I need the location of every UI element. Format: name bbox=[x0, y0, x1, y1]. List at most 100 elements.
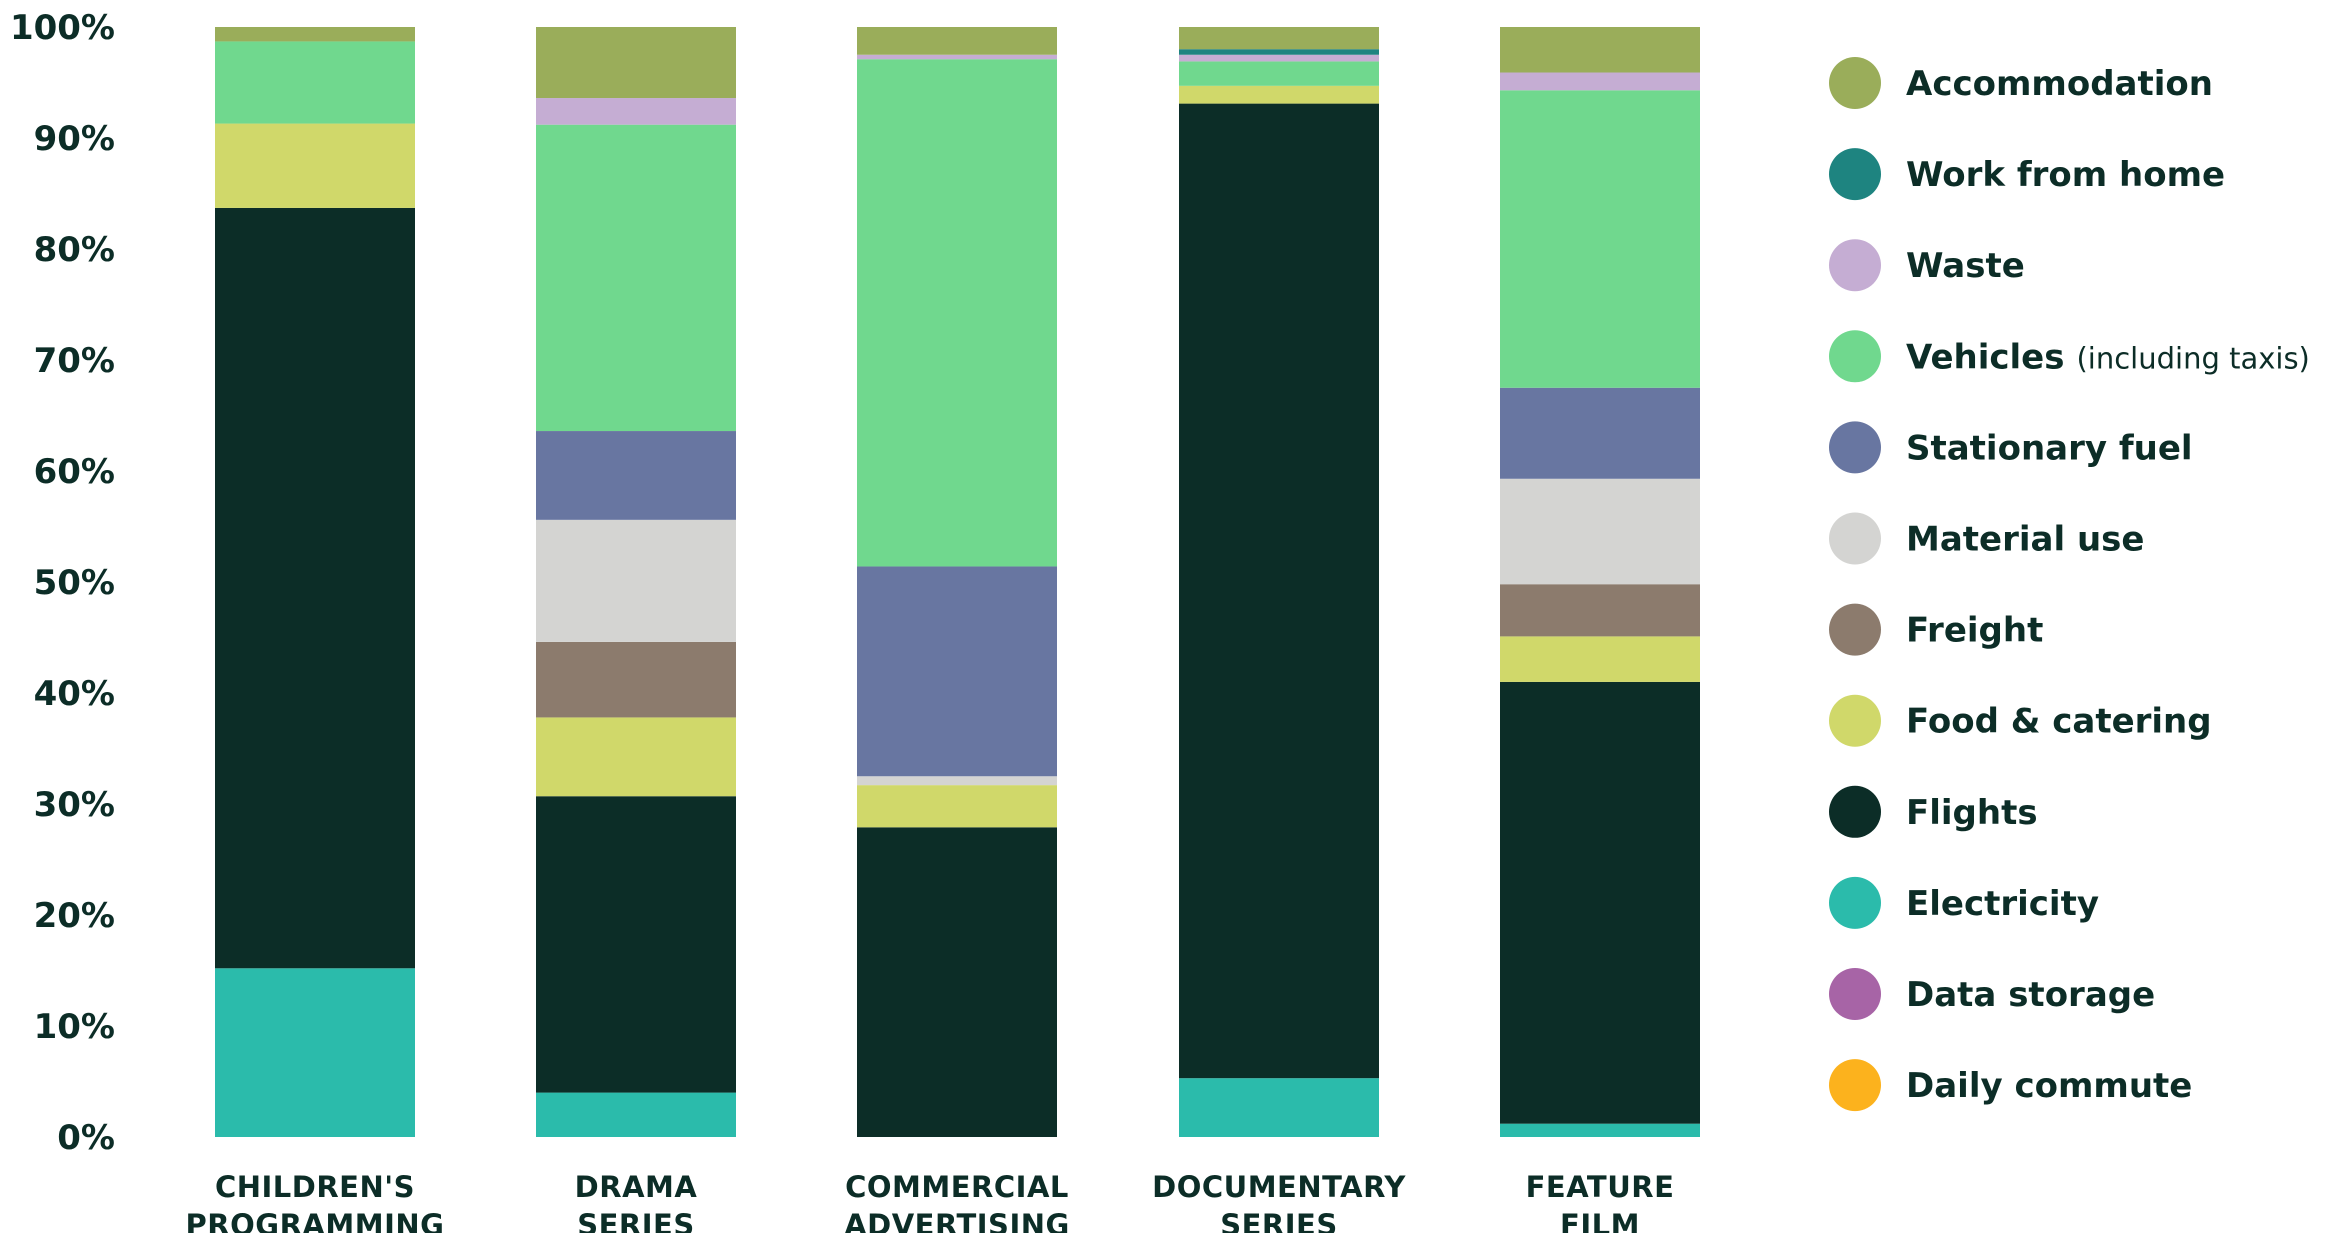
bar-segment-stationary-fuel bbox=[857, 566, 1057, 777]
x-category-label: SERIES bbox=[1220, 1208, 1338, 1233]
bar-segment-flights bbox=[536, 796, 736, 1093]
legend-swatch bbox=[1829, 330, 1881, 383]
bar-segment-material-use bbox=[536, 519, 736, 642]
bar-segment-vehicles bbox=[215, 41, 415, 124]
y-tick-label: 70% bbox=[34, 341, 115, 381]
bar-segment-electricity bbox=[1500, 1123, 1700, 1137]
legend: Accommodation Work from home Waste Vehicles… bbox=[1829, 57, 2310, 1112]
bar-segment-food-and-catering bbox=[536, 717, 736, 797]
bar-stack-commercial-advertising bbox=[857, 27, 1057, 1137]
legend-swatch bbox=[1829, 421, 1881, 474]
bar-segment-freight bbox=[1500, 584, 1700, 637]
bar-segment-electricity bbox=[1179, 1078, 1379, 1137]
legend-label: Accommodation bbox=[1906, 64, 2213, 104]
legend-swatch bbox=[1829, 57, 1881, 109]
legend-item-flights: Flights bbox=[1829, 785, 2038, 838]
legend-label: Waste bbox=[1906, 246, 2025, 286]
legend-label: Flights bbox=[1906, 793, 2038, 833]
legend-note: (including taxis) bbox=[2076, 341, 2309, 375]
bar-segment-accommodation bbox=[1500, 27, 1700, 73]
bar-segment-vehicles bbox=[536, 124, 736, 432]
legend-item-waste: Waste bbox=[1829, 239, 2025, 292]
x-category-label: COMMERCIAL bbox=[845, 1170, 1069, 1204]
bar-segment-waste bbox=[857, 54, 1057, 60]
y-tick-label: 20% bbox=[34, 896, 115, 936]
legend-swatch bbox=[1829, 239, 1881, 292]
x-axis: CHILDREN'S PROGRAMMING DRAMA SERIES COMMERCI… bbox=[186, 1170, 1675, 1233]
legend-swatch bbox=[1829, 512, 1881, 565]
legend-label: Daily commute bbox=[1906, 1066, 2192, 1106]
legend-label: Stationary fuel bbox=[1906, 428, 2193, 468]
bar-segment-waste bbox=[536, 98, 736, 125]
bar-segment-electricity bbox=[536, 1092, 736, 1137]
bar-segment-stationary-fuel bbox=[536, 431, 736, 520]
legend-swatch bbox=[1829, 785, 1881, 838]
legend-swatch bbox=[1829, 1059, 1881, 1112]
bar-segment-electricity bbox=[215, 968, 415, 1137]
legend-swatch bbox=[1829, 603, 1881, 656]
bar-segment-accommodation bbox=[1179, 27, 1379, 50]
legend-swatch bbox=[1829, 148, 1881, 201]
bar-segment-food-and-catering bbox=[1179, 85, 1379, 104]
x-category-label: ADVERTISING bbox=[844, 1208, 1070, 1233]
legend-label: Work from home bbox=[1906, 155, 2225, 195]
bar-segment-waste bbox=[1500, 72, 1700, 91]
y-tick-label: 100% bbox=[10, 8, 115, 48]
legend-item-vehicles: Vehicles (including taxis) bbox=[1829, 330, 2310, 383]
legend-label: Material use bbox=[1906, 520, 2144, 560]
legend-item-material-use: Material use bbox=[1829, 512, 2144, 565]
legend-swatch bbox=[1829, 968, 1881, 1020]
bars bbox=[215, 27, 1700, 1137]
bar-segment-flights bbox=[1500, 681, 1700, 1124]
bar-segment-material-use bbox=[857, 776, 1057, 786]
x-category-label: CHILDREN'S bbox=[215, 1170, 415, 1204]
y-tick-label: 90% bbox=[34, 119, 115, 159]
bar-segment-stationary-fuel bbox=[1500, 387, 1700, 479]
bar-segment-freight bbox=[536, 641, 736, 718]
bar-stack-feature-film bbox=[1500, 27, 1700, 1137]
legend-item-daily-commute: Daily commute bbox=[1829, 1059, 2192, 1112]
x-category-label: FEATURE bbox=[1526, 1170, 1675, 1204]
bar-segment-flights bbox=[215, 207, 415, 969]
x-category-label: DOCUMENTARY bbox=[1152, 1170, 1406, 1204]
bar-segment-food-and-catering bbox=[857, 785, 1057, 828]
bar-stack-drama-series bbox=[536, 27, 736, 1137]
y-tick-label: 40% bbox=[34, 674, 115, 714]
bar-segment-waste bbox=[1179, 54, 1379, 62]
legend-item-freight: Freight bbox=[1829, 603, 2043, 656]
bar-segment-work-from-home bbox=[1179, 49, 1379, 55]
legend-item-work-from-home: Work from home bbox=[1829, 148, 2225, 201]
legend-item-electricity: Electricity bbox=[1829, 876, 2099, 929]
bar-segment-accommodation bbox=[857, 27, 1057, 55]
legend-item-food-and-catering: Food & catering bbox=[1829, 694, 2212, 747]
y-axis: 0% 10% 20% 30% 40% 50% 60% 70% 80% 90% 100% bbox=[10, 8, 115, 1158]
bar-stack-documentary-series bbox=[1179, 27, 1379, 1137]
bar-segment-accommodation bbox=[215, 27, 415, 42]
y-tick-label: 50% bbox=[34, 563, 115, 603]
legend-label: Vehicles bbox=[1906, 337, 2064, 377]
x-category-label: PROGRAMMING bbox=[186, 1208, 445, 1233]
bar-stack-children-s-programming bbox=[215, 27, 415, 1137]
legend-label: Freight bbox=[1906, 611, 2043, 651]
bar-segment-vehicles bbox=[857, 59, 1057, 567]
y-tick-label: 80% bbox=[34, 230, 115, 270]
bar-segment-flights bbox=[1179, 103, 1379, 1079]
x-category-label: DRAMA bbox=[575, 1170, 698, 1204]
y-tick-label: 30% bbox=[34, 785, 115, 825]
bar-segment-vehicles bbox=[1179, 61, 1379, 86]
legend-label: Electricity bbox=[1906, 884, 2099, 924]
legend-item-accommodation: Accommodation bbox=[1829, 57, 2213, 109]
legend-swatch bbox=[1829, 876, 1881, 929]
bar-segment-food-and-catering bbox=[215, 123, 415, 208]
legend-item-stationary-fuel: Stationary fuel bbox=[1829, 421, 2193, 474]
legend-swatch bbox=[1829, 694, 1881, 747]
y-tick-label: 0% bbox=[57, 1118, 115, 1158]
bar-segment-material-use bbox=[1500, 478, 1700, 585]
x-category-label: SERIES bbox=[577, 1208, 695, 1233]
y-tick-label: 60% bbox=[34, 452, 115, 492]
bar-segment-flights bbox=[857, 827, 1057, 1137]
x-category-label: FILM bbox=[1560, 1208, 1640, 1233]
legend-label: Food & catering bbox=[1906, 702, 2212, 742]
legend-item-data-storage: Data storage bbox=[1829, 968, 2155, 1020]
bar-segment-food-and-catering bbox=[1500, 636, 1700, 682]
